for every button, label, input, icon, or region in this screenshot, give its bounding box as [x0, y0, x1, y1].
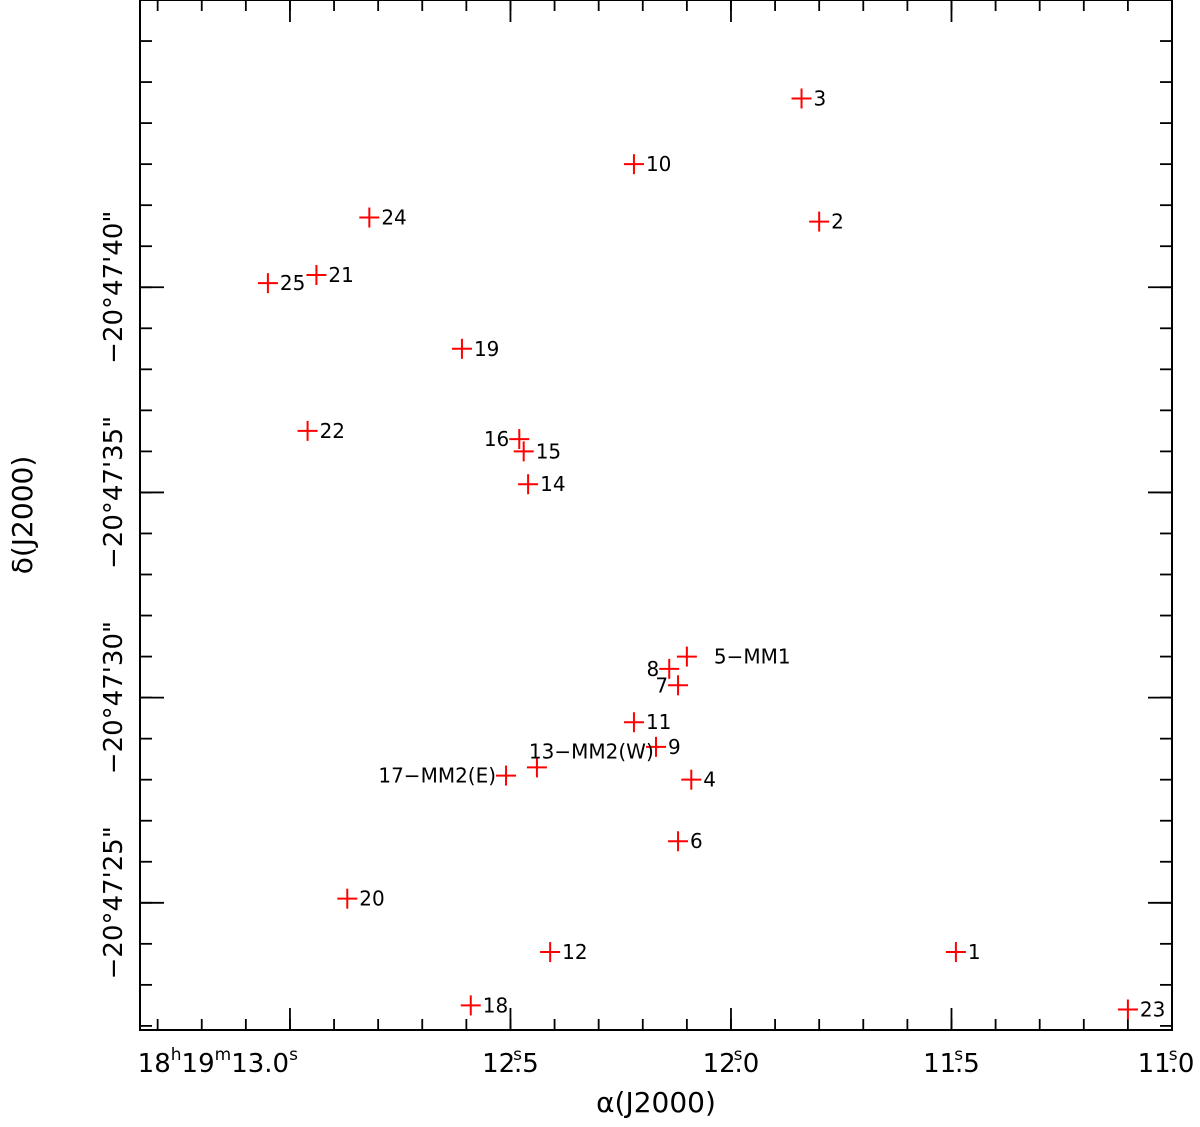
source-label: 1 [968, 940, 981, 964]
source-marker [496, 765, 517, 786]
source-label: 8 [646, 657, 659, 681]
source-marker [297, 420, 318, 441]
source-marker [1117, 999, 1138, 1020]
x-tick-label: 18h19m13.0s [138, 1045, 298, 1079]
source-marker [809, 211, 830, 232]
x-tick-label: 11s.5 [923, 1045, 980, 1079]
source-label: 13−MM2(W) [529, 739, 654, 763]
source-label: 6 [690, 829, 703, 853]
source-marker [257, 273, 278, 294]
source-label: 4 [703, 768, 716, 792]
source-label: 23 [1140, 997, 1165, 1021]
x-tick-label: 12s.5 [482, 1045, 539, 1079]
y-axis-label: δ(J2000) [6, 456, 39, 575]
source-marker [945, 942, 966, 963]
source-label: 15 [536, 439, 561, 463]
source-marker [526, 757, 547, 778]
x-axis-label: α(J2000) [596, 1086, 716, 1119]
y-tick-label: −20°47'30" [99, 621, 129, 774]
source-label: 20 [359, 887, 384, 911]
source-marker [509, 429, 530, 450]
source-label: 12 [562, 940, 587, 964]
x-tick-label: 11s.0 [1138, 1045, 1195, 1079]
source-label: 14 [540, 472, 565, 496]
x-tick-label: 12s.0 [703, 1045, 760, 1079]
source-marker [451, 338, 472, 359]
source-label: 22 [320, 419, 345, 443]
source-marker [623, 712, 644, 733]
axis-ticks [140, 0, 1173, 1030]
source-marker [337, 888, 358, 909]
source-label: 25 [280, 271, 305, 295]
source-labels: 12345−MM1678910111213−MM2(W)14151617−MM2… [280, 86, 1165, 1021]
source-label: 7 [655, 673, 668, 697]
y-tick-label: −20°47'35" [99, 416, 129, 569]
source-marker [306, 264, 327, 285]
source-marker [460, 995, 481, 1016]
source-label: 3 [814, 86, 827, 110]
source-label: 2 [831, 210, 844, 234]
source-label: 16 [484, 427, 509, 451]
y-tick-label: −20°47'25" [99, 826, 129, 979]
source-label: 11 [646, 710, 671, 734]
source-marker [359, 207, 380, 228]
source-marker [623, 154, 644, 175]
source-label: 24 [381, 205, 406, 229]
source-marker [518, 474, 539, 495]
source-label: 5−MM1 [714, 645, 791, 669]
plot-frame [139, 0, 1173, 1031]
source-label: 9 [668, 735, 681, 759]
source-label: 17−MM2(E) [378, 764, 496, 788]
y-tick-labels: −20°47'25" −20°47'30" −20°47'35" −20°47'40" [99, 211, 129, 980]
source-marker [659, 658, 680, 679]
source-marker [513, 441, 534, 462]
source-marker [791, 88, 812, 109]
source-marker [540, 942, 561, 963]
y-tick-label: −20°47'40" [99, 211, 129, 364]
source-markers [257, 88, 1138, 1020]
source-label: 18 [483, 993, 508, 1017]
x-tick-labels: 18h19m13.0s 12s.5 12s.0 11s.5 11s.0 [138, 1045, 1195, 1079]
source-marker [646, 736, 666, 757]
source-marker [681, 769, 702, 790]
source-label: 21 [328, 263, 353, 287]
source-label: 19 [474, 337, 499, 361]
source-marker [676, 646, 697, 667]
source-label: 10 [646, 152, 671, 176]
source-marker [668, 831, 689, 852]
source-marker [668, 675, 689, 696]
